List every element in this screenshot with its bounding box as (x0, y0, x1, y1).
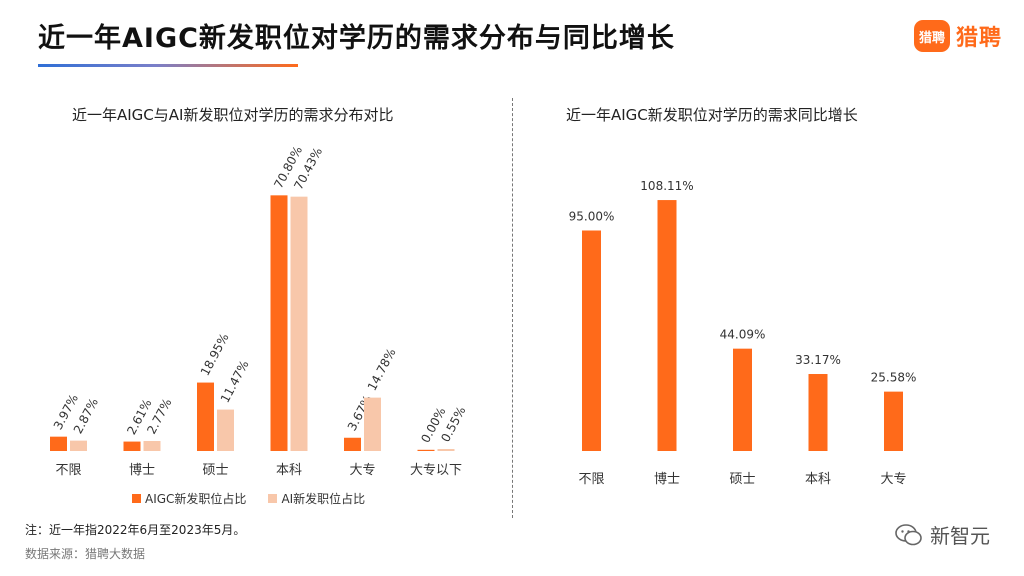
category-label-5: 大专以下 (410, 463, 462, 478)
growth-category-3: 本科 (805, 472, 831, 487)
bar-ai-3 (290, 196, 308, 451)
legend-swatch-ai (268, 494, 278, 503)
bar-aigc-3 (270, 195, 288, 451)
legend-item-aigc: AIGC新发职位占比 (132, 490, 246, 507)
growth-category-0: 不限 (578, 472, 604, 487)
data-source: 数据来源：猎聘大数据 (25, 547, 146, 561)
category-label-1: 博士 (129, 463, 155, 478)
bar-ai-5 (437, 449, 455, 451)
legend-label-ai: AI新发职位占比 (281, 492, 366, 506)
growth-label-4: 25.58% (871, 371, 917, 385)
title-underline (38, 64, 298, 67)
growth-bar-1 (657, 200, 677, 451)
watermark: 新智元 (894, 520, 990, 549)
growth-category-1: 博士 (654, 472, 680, 487)
page-title: 近一年AIGC新发职位对学历的需求分布与同比增长 (38, 23, 675, 54)
bar-ai-2 (217, 409, 234, 451)
growth-category-2: 硕士 (729, 472, 755, 487)
growth-label-3: 33.17% (795, 353, 841, 367)
legend-swatch-aigc (132, 494, 141, 503)
data-label-ai-2: 11.47% (218, 358, 252, 405)
growth-label-2: 44.09% (720, 328, 766, 342)
legend-item-ai: AI新发职位占比 (268, 490, 365, 507)
category-label-3: 本科 (276, 463, 302, 478)
right-chart-title: 近一年AIGC新发职位对学历的需求同比增长 (566, 106, 858, 124)
growth-category-4: 大专 (880, 472, 906, 487)
bar-aigc-0 (50, 436, 67, 451)
bar-ai-4 (364, 397, 381, 451)
watermark-text: 新智元 (930, 524, 990, 548)
growth-label-1: 108.11% (640, 179, 693, 193)
footnote: 注：近一年指2022年6月至2023年5月。 (25, 523, 246, 537)
growth-bar-0 (582, 230, 601, 451)
growth-bar-4 (884, 391, 903, 451)
bar-ai-0 (70, 440, 87, 451)
growth-bar-3 (808, 374, 828, 451)
chart-legend: AIGC新发职位占比 AI新发职位占比 (132, 490, 365, 507)
bar-aigc-4 (344, 437, 361, 451)
category-label-4: 大专 (349, 463, 375, 478)
bar-ai-1 (143, 440, 161, 451)
growth-label-0: 95.00% (569, 209, 615, 223)
data-label-aigc-2: 18.95% (198, 331, 232, 378)
left-chart-title: 近一年AIGC与AI新发职位对学历的需求分布对比 (72, 106, 394, 124)
chart-divider (512, 98, 513, 518)
brand-logo: 猎聘 猎聘 (913, 20, 1002, 52)
wechat-icon (895, 523, 922, 545)
growth-chart: 95.00% 不限 108.11% 博士 44.09% 硕士 33.17% 本科 25.58% 大… (569, 179, 917, 487)
distribution-chart: 3.97%2.87%不限2.61%2.77%博士18.95%11.47%硕士70… (50, 144, 469, 478)
data-label-ai-4: 14.78% (365, 346, 399, 393)
category-label-2: 硕士 (202, 463, 228, 478)
bar-aigc-1 (123, 441, 141, 451)
legend-label-aigc: AIGC新发职位占比 (145, 492, 247, 506)
growth-bar-2 (733, 348, 752, 451)
bar-aigc-5 (417, 449, 435, 451)
bar-aigc-2 (197, 382, 214, 451)
liepin-logo-icon: 猎聘 (913, 20, 950, 52)
category-label-0: 不限 (55, 463, 81, 478)
brand-name: 猎聘 (955, 26, 1002, 51)
